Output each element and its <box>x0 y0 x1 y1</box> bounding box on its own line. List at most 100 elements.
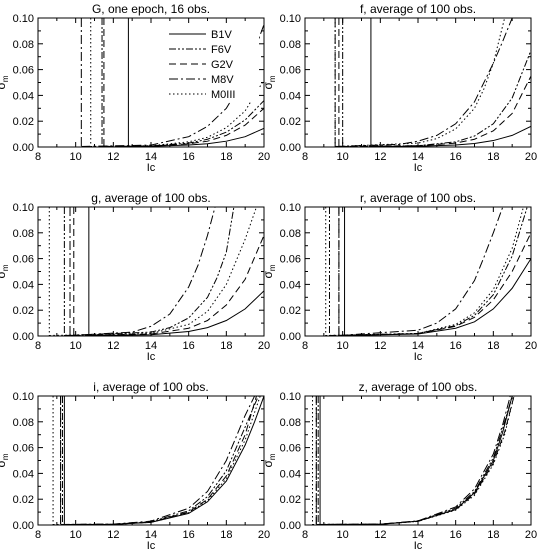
chart-2-series-0-line <box>88 290 264 336</box>
chart-2-series-3-line <box>69 207 216 336</box>
chart-2-axes-frame <box>37 206 265 337</box>
chart-1-ytick-label-3: 0.06 <box>280 65 301 77</box>
chart-5-ylabel: σm <box>261 453 277 467</box>
chart-1-ytick-label-1: 0.02 <box>280 116 301 128</box>
chart-5-ylabel-sub: m <box>268 453 277 460</box>
chart-0-ylabel-main: σ <box>0 82 8 90</box>
chart-0-legend-label-4: M0III <box>211 89 235 101</box>
chart-1-series-1-line <box>342 50 531 147</box>
chart-2-ytick-label-3: 0.06 <box>13 254 34 266</box>
chart-4-xtick-label-4: 16 <box>183 529 195 541</box>
chart-3-ytick-label-2: 0.04 <box>280 279 301 291</box>
chart-1-xlabel: Ic <box>414 162 423 174</box>
chart-1-xtick-label-6: 20 <box>525 151 537 163</box>
chart-0-legend: B1V F6V G2V M8V M0III <box>165 25 259 101</box>
chart-1-title: f, average of 100 obs. <box>360 2 476 16</box>
chart-1-xtick-label-0: 8 <box>302 151 308 163</box>
chart-2-series-group <box>48 207 264 336</box>
chart-0-series-0-line <box>128 127 264 147</box>
chart-5-xtick-label-0: 8 <box>302 529 308 541</box>
chart-2-ytick-label-0: 0.00 <box>13 331 34 343</box>
chart-2-ytick-label-1: 0.02 <box>13 305 34 317</box>
chart-3-xtick-label-3: 14 <box>412 340 424 352</box>
chart-5-ytick-label-2: 0.04 <box>280 468 301 480</box>
chart-2-xtick-label-0: 8 <box>35 340 41 352</box>
chart-5-series-3-line <box>316 396 511 525</box>
chart-1-series-4-line <box>335 18 506 147</box>
chart-4-ytick-label-5: 0.10 <box>13 391 34 403</box>
chart-0-legend-label-2: G2V <box>211 59 234 71</box>
chart-5-axes-frame <box>304 395 532 526</box>
chart-4-ytick-label-2: 0.04 <box>13 468 34 480</box>
chart-5-xtick-label-1: 10 <box>337 529 349 541</box>
chart-3-panel: r, average of 100 obs. 8 10 12 14 16 18 20 0.00 0… <box>261 191 537 363</box>
chart-0-ytick-label-2: 0.04 <box>13 90 34 102</box>
chart-1-xtick-label-1: 10 <box>337 151 349 163</box>
chart-5-panel: z, average of 100 obs. 8 10 12 14 16 18 20 0.00 0… <box>261 380 537 552</box>
chart-5-ytick-label-1: 0.02 <box>280 494 301 506</box>
chart-2-xtick-label-6: 20 <box>258 340 270 352</box>
chart-5-xtick-label-3: 14 <box>412 529 424 541</box>
chart-5-xlabel: Ic <box>414 540 423 552</box>
chart-1-axes-frame <box>304 17 532 148</box>
chart-4-series-group <box>52 396 264 525</box>
chart-1-ylabel-main: σ <box>261 82 275 90</box>
chart-4-ylabel-main: σ <box>0 460 8 468</box>
chart-4-xtick-label-2: 12 <box>107 529 119 541</box>
chart-5-series-4-line <box>312 396 515 525</box>
chart-1-series-3-line <box>335 18 513 147</box>
chart-3-series-group <box>325 207 531 336</box>
chart-3-ytick-label-4: 0.08 <box>280 228 301 240</box>
chart-4-series-3-line <box>60 396 256 525</box>
chart-4-panel: i, average of 100 obs. 8 10 12 14 16 18 20 0.00 0… <box>0 380 270 552</box>
chart-1-panel: f, average of 100 obs. 8 10 12 14 16 18 20 0.00 0… <box>261 2 537 174</box>
chart-3-xtick-label-2: 12 <box>374 340 386 352</box>
chart-4-xtick-label-0: 8 <box>35 529 41 541</box>
chart-0-xtick-label-4: 16 <box>183 151 195 163</box>
chart-2-ylabel-main: σ <box>0 271 8 279</box>
chart-5-xtick-label-2: 12 <box>374 529 386 541</box>
chart-1-series-group <box>334 18 531 147</box>
chart-3-xtick-label-0: 8 <box>302 340 308 352</box>
chart-3-series-2-line <box>338 232 531 336</box>
chart-1-xtick-label-5: 18 <box>487 151 499 163</box>
chart-1-ytick-label-5: 0.10 <box>280 13 301 25</box>
chart-1-ytick-label-4: 0.08 <box>280 39 301 51</box>
chart-0-ytick-label-1: 0.02 <box>13 116 34 128</box>
chart-5-series-1-line <box>318 396 513 525</box>
chart-4-xlabel: Ic <box>147 540 156 552</box>
chart-1-ytick-label-0: 0.00 <box>280 142 301 154</box>
chart-0-ylabel-sub: m <box>1 75 10 82</box>
chart-3-xtick-label-4: 16 <box>450 340 462 352</box>
chart-2-ylabel-sub: m <box>1 264 10 271</box>
chart-0-legend-label-0: B1V <box>211 29 232 41</box>
chart-2-series-1-line <box>64 207 235 336</box>
chart-0-xtick-label-2: 12 <box>107 151 119 163</box>
chart-4-ytick-label-4: 0.08 <box>13 417 34 429</box>
chart-3-ylabel-sub: m <box>268 264 277 271</box>
chart-3-title: r, average of 100 obs. <box>360 191 476 205</box>
chart-0-legend-background <box>165 25 259 101</box>
chart-4-ytick-label-3: 0.06 <box>13 443 34 455</box>
chart-2-ylabel: σm <box>0 264 10 278</box>
chart-5-title: z, average of 100 obs. <box>359 380 478 394</box>
chart-3-series-4-line <box>325 207 524 336</box>
chart-4-ylabel-sub: m <box>1 453 10 460</box>
chart-4-series-1-line <box>62 396 259 525</box>
chart-1-ytick-label-2: 0.04 <box>280 90 301 102</box>
chart-4-xtick-label-5: 18 <box>220 529 232 541</box>
chart-4-axes-frame <box>37 395 265 526</box>
chart-1-xtick-label-4: 16 <box>450 151 462 163</box>
chart-2-xtick-label-4: 16 <box>183 340 195 352</box>
chart-2-xtick-label-2: 12 <box>107 340 119 352</box>
chart-1-xtick-label-2: 12 <box>374 151 386 163</box>
chart-1-xtick-label-3: 14 <box>412 151 424 163</box>
chart-2-panel: g, average of 100 obs. 8 10 12 14 16 18 20 0.00 0… <box>0 191 270 363</box>
chart-0-xtick-label-5: 18 <box>220 151 232 163</box>
chart-2-xtick-label-3: 14 <box>145 340 157 352</box>
chart-0-xlabel: Ic <box>147 162 156 174</box>
chart-0-legend-label-3: M8V <box>211 74 234 86</box>
chart-4-xtick-label-6: 20 <box>258 529 270 541</box>
chart-0-xtick-label-1: 10 <box>70 151 82 163</box>
chart-4-xtick-label-3: 14 <box>145 529 157 541</box>
